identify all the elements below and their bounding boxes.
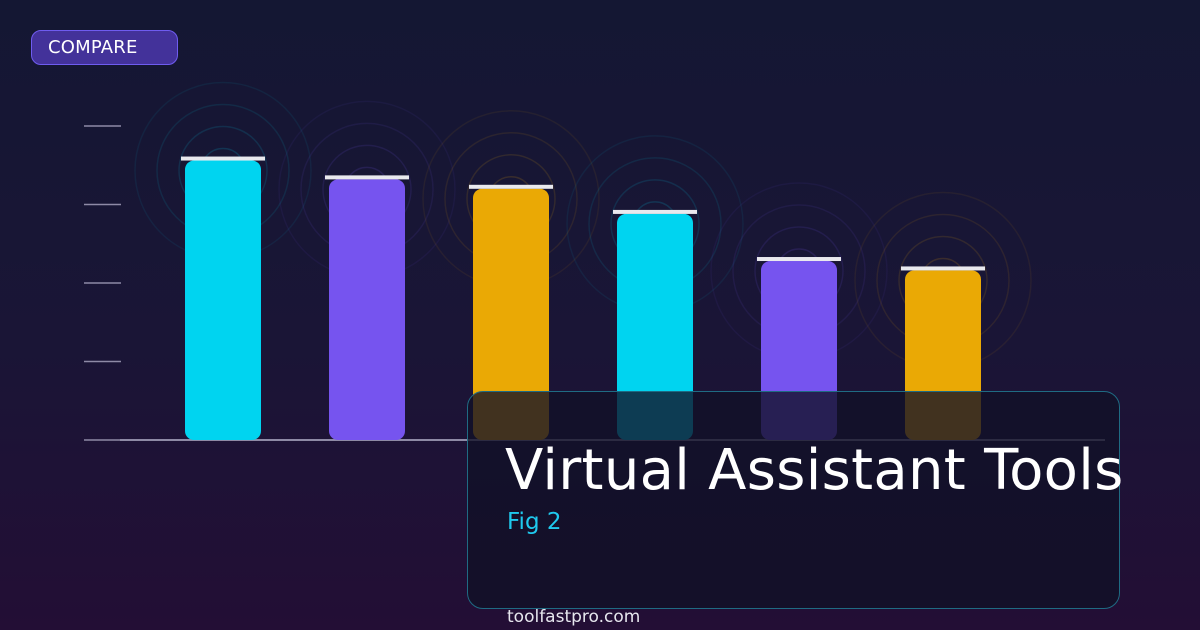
compare-badge: COMPARE	[31, 30, 178, 65]
compare-badge-label: COMPARE	[48, 37, 138, 58]
bar	[473, 188, 549, 440]
bar-cap	[325, 175, 409, 180]
bar-cap	[181, 156, 265, 161]
decorative-rings	[134, 81, 1032, 370]
bar-cap	[469, 184, 553, 189]
bar	[329, 179, 405, 440]
page-title: Virtual Assistant Tools	[505, 438, 1124, 503]
bar-cap	[613, 209, 697, 214]
site-domain: toolfastpro.com	[507, 607, 641, 627]
figure-label: Fig 2	[507, 509, 562, 535]
bar	[185, 160, 261, 441]
bar	[617, 213, 693, 440]
bar-cap	[757, 257, 841, 262]
bar-cap	[901, 266, 985, 271]
y-axis-ticks	[84, 125, 121, 441]
title-card	[467, 391, 1120, 609]
